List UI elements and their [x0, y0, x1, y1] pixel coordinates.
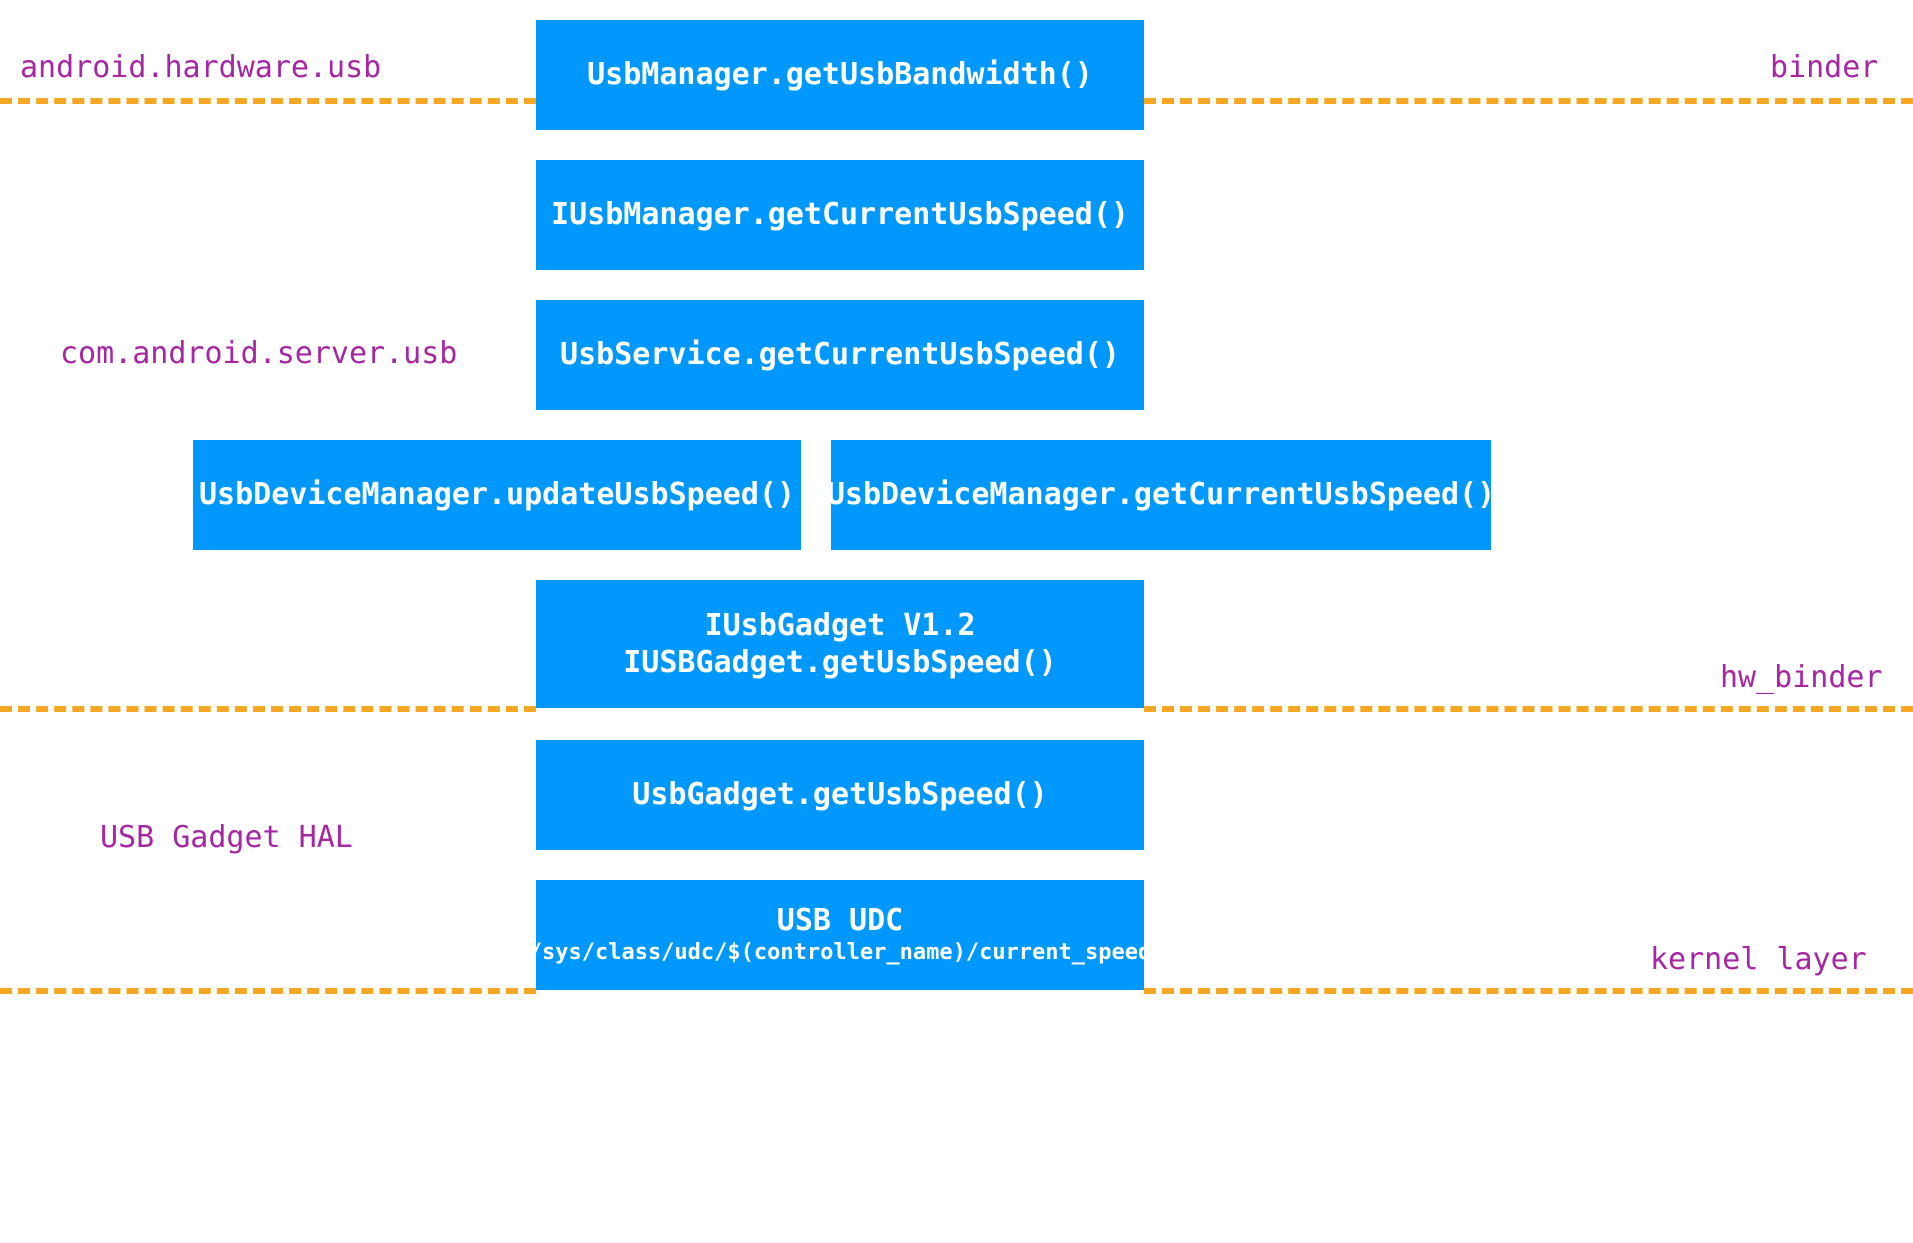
box-text: UsbDeviceManager.updateUsbSpeed() [199, 476, 795, 514]
box-usbservice-getcurrentusbspeed: UsbService.getCurrentUsbSpeed() [536, 300, 1144, 410]
label-usb-gadget-hal: USB Gadget HAL [100, 820, 353, 855]
box-usbdevicemanager-getcurrentusbspeed: UsbDeviceManager.getCurrentUsbSpeed() [831, 440, 1491, 550]
box-text: UsbManager.getUsbBandwidth() [587, 56, 1093, 94]
label-com-android-server-usb: com.android.server.usb [60, 336, 457, 371]
dash-kernel-left [0, 988, 536, 994]
label-kernel-layer: kernel layer [1650, 942, 1867, 977]
label-hw-binder: hw_binder [1720, 660, 1883, 695]
dash-kernel-right [1144, 988, 1913, 994]
dash-binder-right [1144, 98, 1913, 104]
label-android-hardware-usb: android.hardware.usb [20, 50, 381, 85]
box-text: UsbService.getCurrentUsbSpeed() [560, 336, 1120, 374]
box-iusbmanager-getcurrentusbspeed: IUsbManager.getCurrentUsbSpeed() [536, 160, 1144, 270]
box-text-sub: /sys/class/udc/$(controller_name)/curren… [529, 939, 1152, 968]
box-iusbgadget-v12: IUsbGadget V1.2 IUSBGadget.getUsbSpeed() [536, 580, 1144, 708]
dash-hwbinder-right [1144, 706, 1913, 712]
box-text-line1: IUsbGadget V1.2 [705, 607, 976, 645]
dash-binder-left [0, 98, 536, 104]
box-text: UsbGadget.getUsbSpeed() [632, 776, 1047, 814]
box-usbmanager-getusbbandwidth: UsbManager.getUsbBandwidth() [536, 20, 1144, 130]
box-text: IUsbManager.getCurrentUsbSpeed() [551, 196, 1129, 234]
label-binder: binder [1770, 50, 1878, 85]
box-usbgadget-getusbspeed: UsbGadget.getUsbSpeed() [536, 740, 1144, 850]
box-text-line2: IUSBGadget.getUsbSpeed() [623, 644, 1056, 682]
dash-hwbinder-left [0, 706, 536, 712]
box-text-line1: USB UDC [777, 902, 903, 940]
box-usbdevicemanager-updateusbspeed: UsbDeviceManager.updateUsbSpeed() [193, 440, 801, 550]
box-usb-udc: USB UDC /sys/class/udc/$(controller_name… [536, 880, 1144, 990]
box-text: UsbDeviceManager.getCurrentUsbSpeed() [827, 476, 1495, 514]
